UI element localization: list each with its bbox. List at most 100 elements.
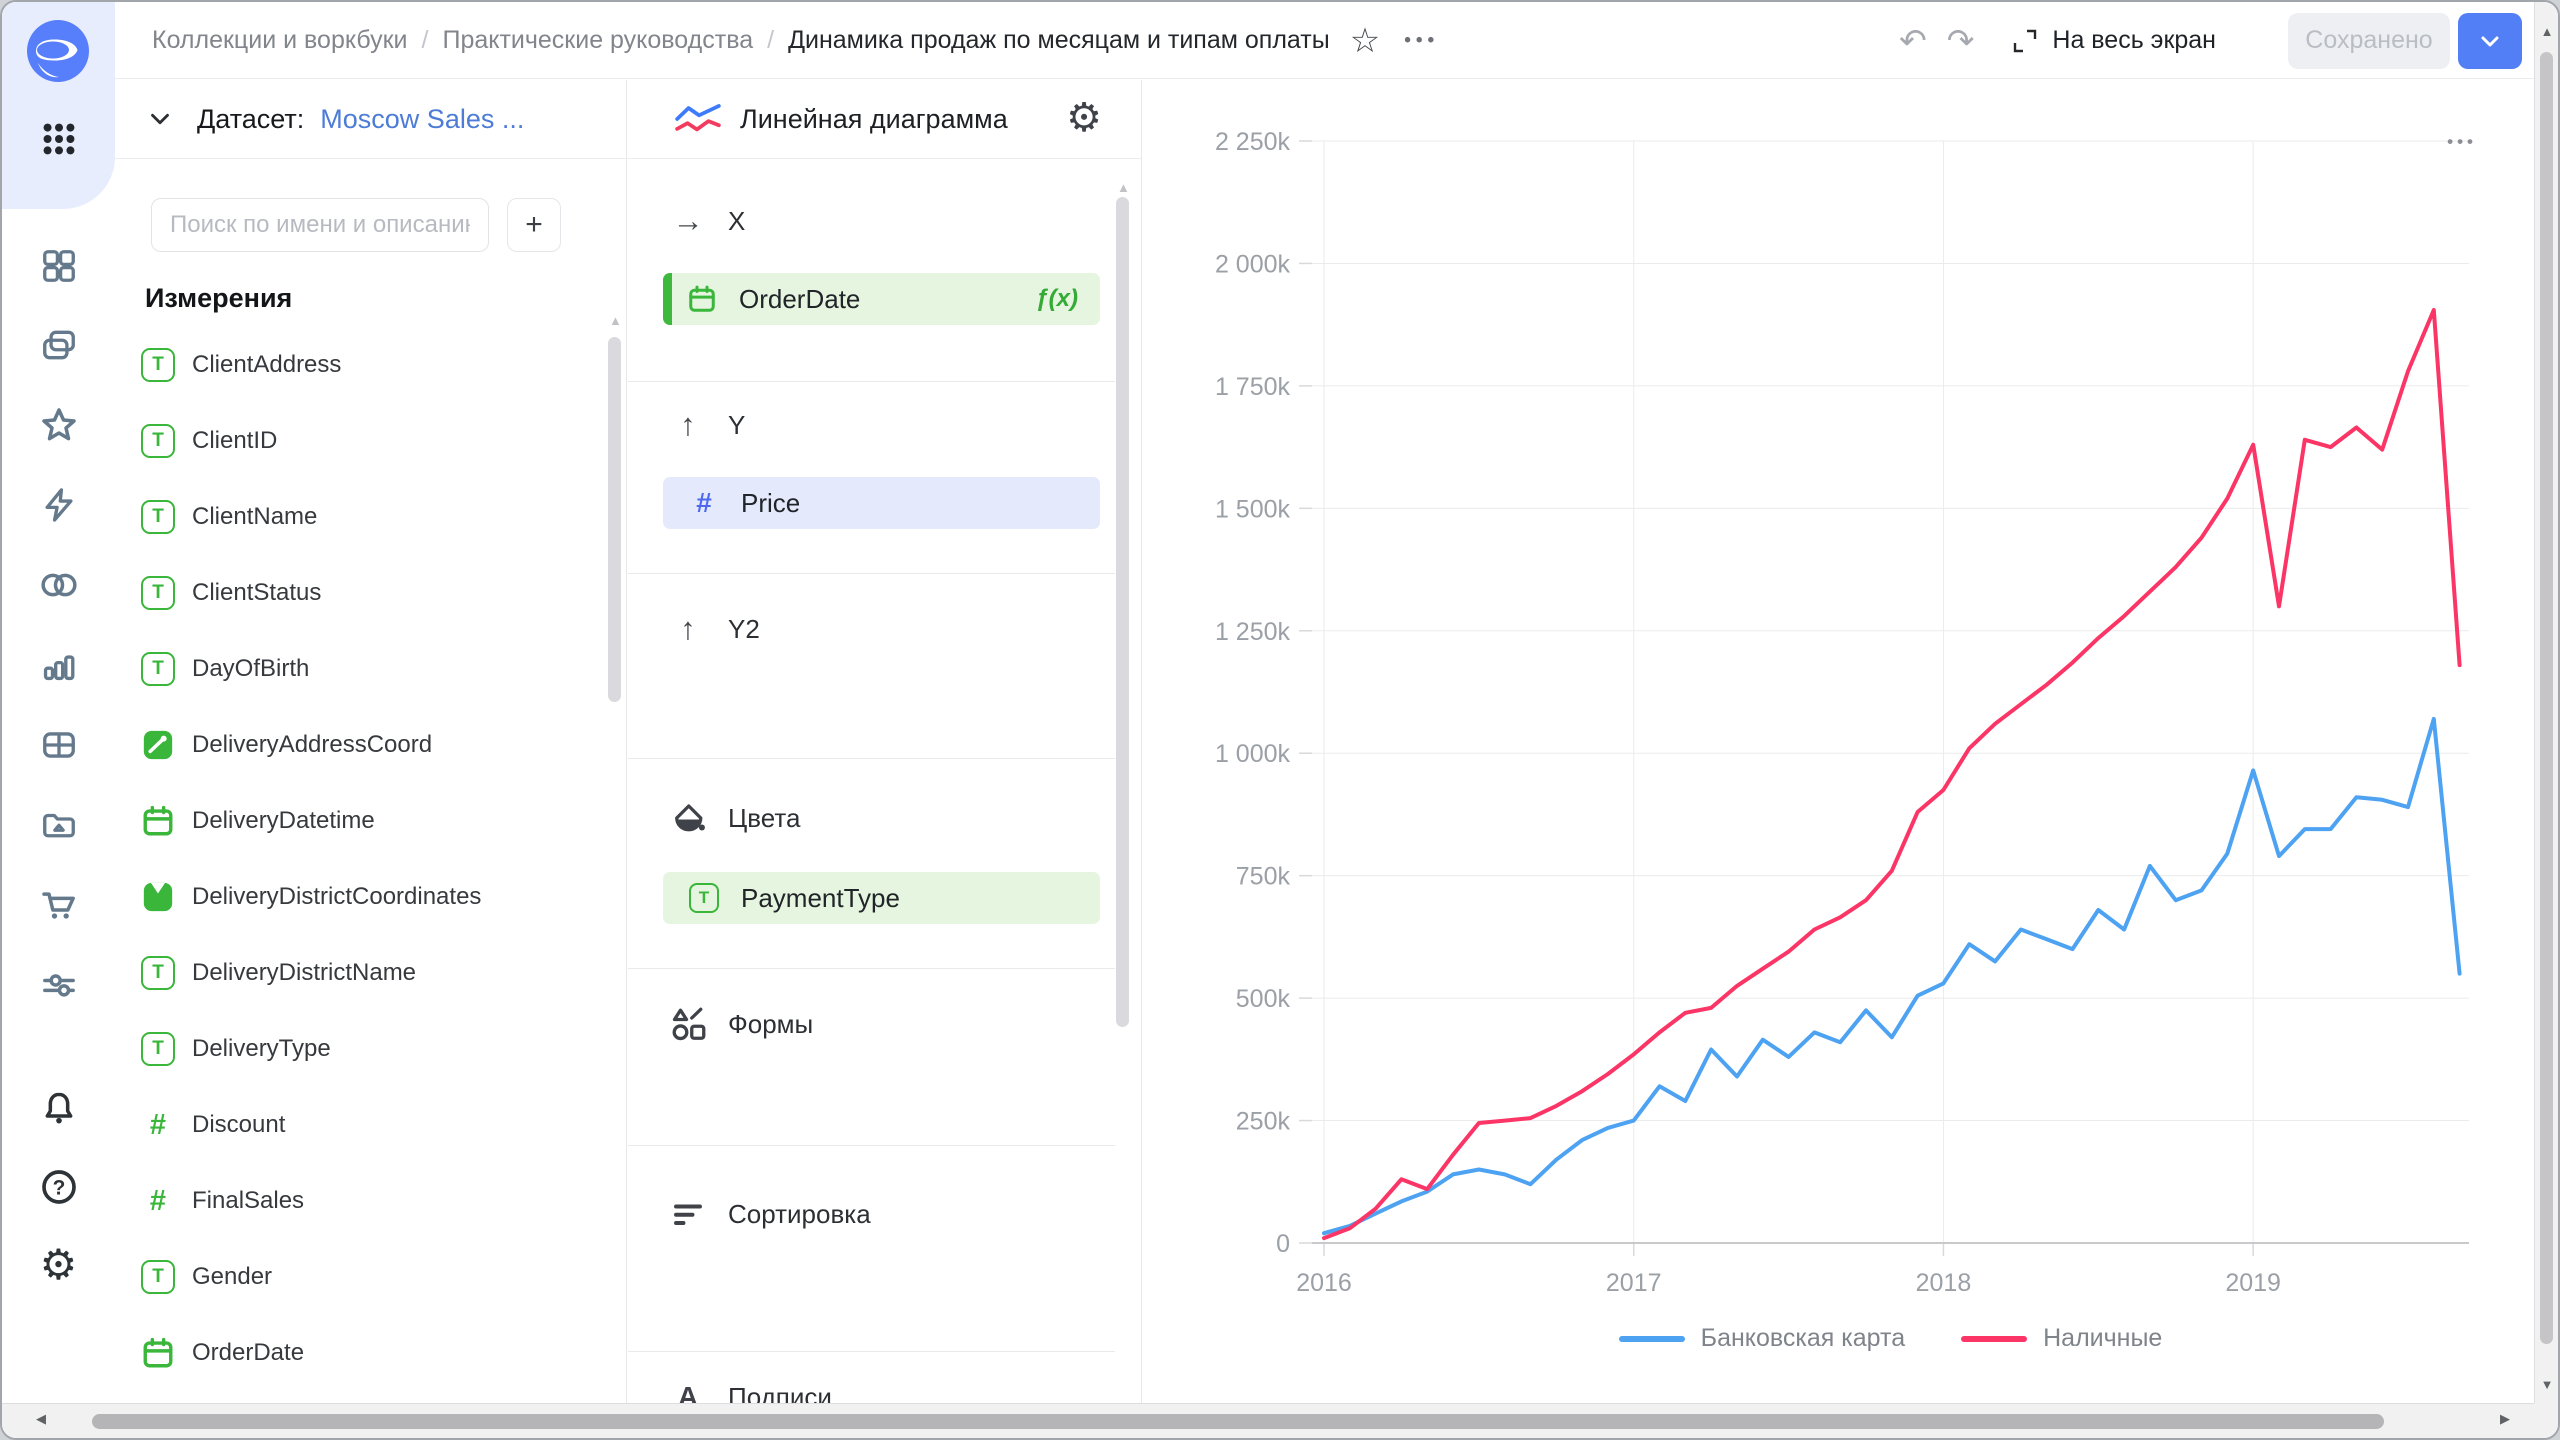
chart-type-header: Линейная диаграмма ⚙: [628, 80, 1141, 159]
y-tick-label: 2 000k: [1215, 250, 1291, 278]
section-labels: A Подписи: [628, 1377, 1108, 1407]
chart-legend: Банковская карта Наличные: [1312, 1324, 2469, 1353]
field-search-input[interactable]: [151, 198, 489, 252]
scroll-up-icon[interactable]: ▲: [2540, 24, 2554, 39]
line-chart-type-icon[interactable]: [674, 101, 722, 137]
favorite-star-icon[interactable]: ☆: [1349, 21, 1381, 60]
vertical-scrollbar[interactable]: ▲ ▼: [2534, 2, 2558, 1407]
text-type-icon: T: [141, 956, 175, 990]
number-type-icon: #: [696, 487, 712, 518]
section-colors: Цвета: [628, 798, 1108, 838]
fullscreen-button[interactable]: На весь экран: [2010, 26, 2216, 56]
y-field-pill[interactable]: # Price: [663, 477, 1100, 529]
legend-item-bank-card[interactable]: Банковская карта: [1618, 1324, 1905, 1353]
panel-scroll-up-icon[interactable]: ▲: [1117, 180, 1130, 195]
field-row[interactable]: T DayOfBirth: [115, 631, 595, 707]
text-type-icon: T: [141, 1032, 175, 1066]
field-row[interactable]: T Gender: [115, 1239, 595, 1315]
dataset-header: Датасет: Moscow Sales ...: [115, 80, 626, 159]
vertical-scrollbar-thumb[interactable]: [2540, 52, 2553, 1344]
save-dropdown-button[interactable]: [2458, 12, 2522, 69]
scroll-right-icon[interactable]: ▶: [2500, 1411, 2510, 1426]
notifications-bell-icon[interactable]: [37, 1087, 81, 1131]
text-type-icon: T: [689, 883, 719, 913]
marketplace-cart-icon[interactable]: [37, 883, 81, 927]
settings-gear-icon[interactable]: ⚙: [39, 1241, 78, 1288]
y-tick-label: 2 250k: [1215, 128, 1291, 156]
x-tick-label: 2019: [2225, 1269, 2281, 1297]
panel-scroll-up-icon[interactable]: ▲: [609, 313, 622, 328]
dataset-collapse-chevron-icon[interactable]: [145, 104, 175, 134]
saved-button[interactable]: Сохранено: [2288, 12, 2450, 69]
breadcrumb-workbook[interactable]: Практические руководства: [442, 26, 754, 54]
date-type-icon: [141, 1336, 175, 1370]
dashboards-icon[interactable]: [37, 244, 81, 288]
text-type-icon: T: [141, 1260, 175, 1294]
x-tick-label: 2017: [1606, 1269, 1662, 1297]
field-row[interactable]: T ClientStatus: [115, 555, 595, 631]
config-scrollbar-thumb[interactable]: [1116, 197, 1129, 1027]
datalens-logo[interactable]: [26, 19, 90, 83]
legend-swatch: [1618, 1335, 1685, 1342]
help-icon[interactable]: ?: [37, 1165, 81, 1209]
x-axis-arrow-icon: →: [672, 203, 704, 238]
expand-icon: [2014, 29, 2037, 52]
y-tick-label: 1 500k: [1215, 495, 1291, 523]
field-row[interactable]: DeliveryDatetime: [115, 783, 595, 859]
text-type-icon: T: [141, 348, 175, 382]
field-row[interactable]: DeliveryAddressCoord: [115, 707, 595, 783]
color-field-pill[interactable]: T PaymentType: [663, 872, 1100, 924]
tables-icon[interactable]: [37, 723, 81, 767]
chart-menu-icon[interactable]: •••: [2447, 132, 2477, 151]
collections-icon[interactable]: [37, 323, 81, 367]
undo-icon[interactable]: ↶: [1899, 22, 1927, 59]
dataset-scrollbar-thumb[interactable]: [608, 337, 621, 702]
horizontal-scrollbar[interactable]: ◀ ▶: [2, 1403, 2538, 1438]
legend-swatch: [1961, 1335, 2028, 1342]
legend-item-cash[interactable]: Наличные: [1961, 1324, 2162, 1353]
y-tick-label: 250k: [1236, 1108, 1291, 1136]
field-row[interactable]: T ClientAddress: [115, 327, 595, 403]
chart-settings-gear-icon[interactable]: ⚙: [1066, 96, 1102, 140]
services-sliders-icon[interactable]: [37, 963, 81, 1007]
text-type-icon: T: [141, 500, 175, 534]
favorites-icon[interactable]: [37, 403, 81, 447]
formula-icon[interactable]: ƒ(x): [1035, 285, 1078, 312]
horizontal-scrollbar-thumb[interactable]: [92, 1414, 2384, 1429]
breadcrumb-collections[interactable]: Коллекции и воркбуки: [152, 26, 408, 54]
redo-icon[interactable]: ↷: [1946, 22, 1975, 59]
files-folder-icon[interactable]: [37, 803, 81, 847]
date-type-icon: [687, 284, 717, 314]
connections-icon[interactable]: [37, 483, 81, 527]
topbar-actions: ↶ ↷ На весь экран Сохранено: [1889, 2, 2522, 79]
more-menu-icon[interactable]: •••: [1404, 29, 1440, 51]
field-row[interactable]: OrderDate: [115, 1315, 595, 1391]
charts-icon[interactable]: [37, 643, 81, 687]
geopoint-type-icon: [141, 728, 175, 762]
dataset-panel: Датасет: Moscow Sales ... + Измерения T …: [115, 80, 627, 1407]
scroll-left-icon[interactable]: ◀: [36, 1411, 46, 1426]
field-row[interactable]: T ClientID: [115, 403, 595, 479]
scroll-down-icon[interactable]: ▼: [2540, 1377, 2554, 1392]
y-tick-label: 1 750k: [1215, 373, 1291, 401]
field-row[interactable]: T DeliveryDistrictName: [115, 935, 595, 1011]
field-row[interactable]: # FinalSales: [115, 1163, 595, 1239]
field-row[interactable]: DeliveryDistrictCoordinates: [115, 859, 595, 935]
add-field-button[interactable]: +: [507, 198, 561, 252]
dataset-name-link[interactable]: Moscow Sales ...: [320, 103, 525, 134]
chart-config-panel: Линейная диаграмма ⚙ → X OrderDate ƒ(x) …: [628, 80, 1142, 1407]
apps-grid-icon[interactable]: [37, 117, 81, 161]
date-type-icon: [141, 804, 175, 838]
section-sorting: Сортировка: [628, 1194, 1108, 1234]
line-chart: 2016 2017 2018 2019 0 250k 500k 750k 1 000k 1 250…: [1215, 128, 2469, 1297]
labels-a-icon: A: [677, 1381, 699, 1407]
field-row[interactable]: T ClientName: [115, 479, 595, 555]
y-tick-label: 750k: [1236, 863, 1291, 891]
datasets-icon[interactable]: [37, 563, 81, 607]
y-tick-label: 0: [1276, 1230, 1290, 1258]
x-field-pill[interactable]: OrderDate ƒ(x): [663, 273, 1100, 325]
field-row[interactable]: # Discount: [115, 1087, 595, 1163]
svg-text:?: ?: [52, 1177, 65, 1200]
field-row[interactable]: T DeliveryType: [115, 1011, 595, 1087]
